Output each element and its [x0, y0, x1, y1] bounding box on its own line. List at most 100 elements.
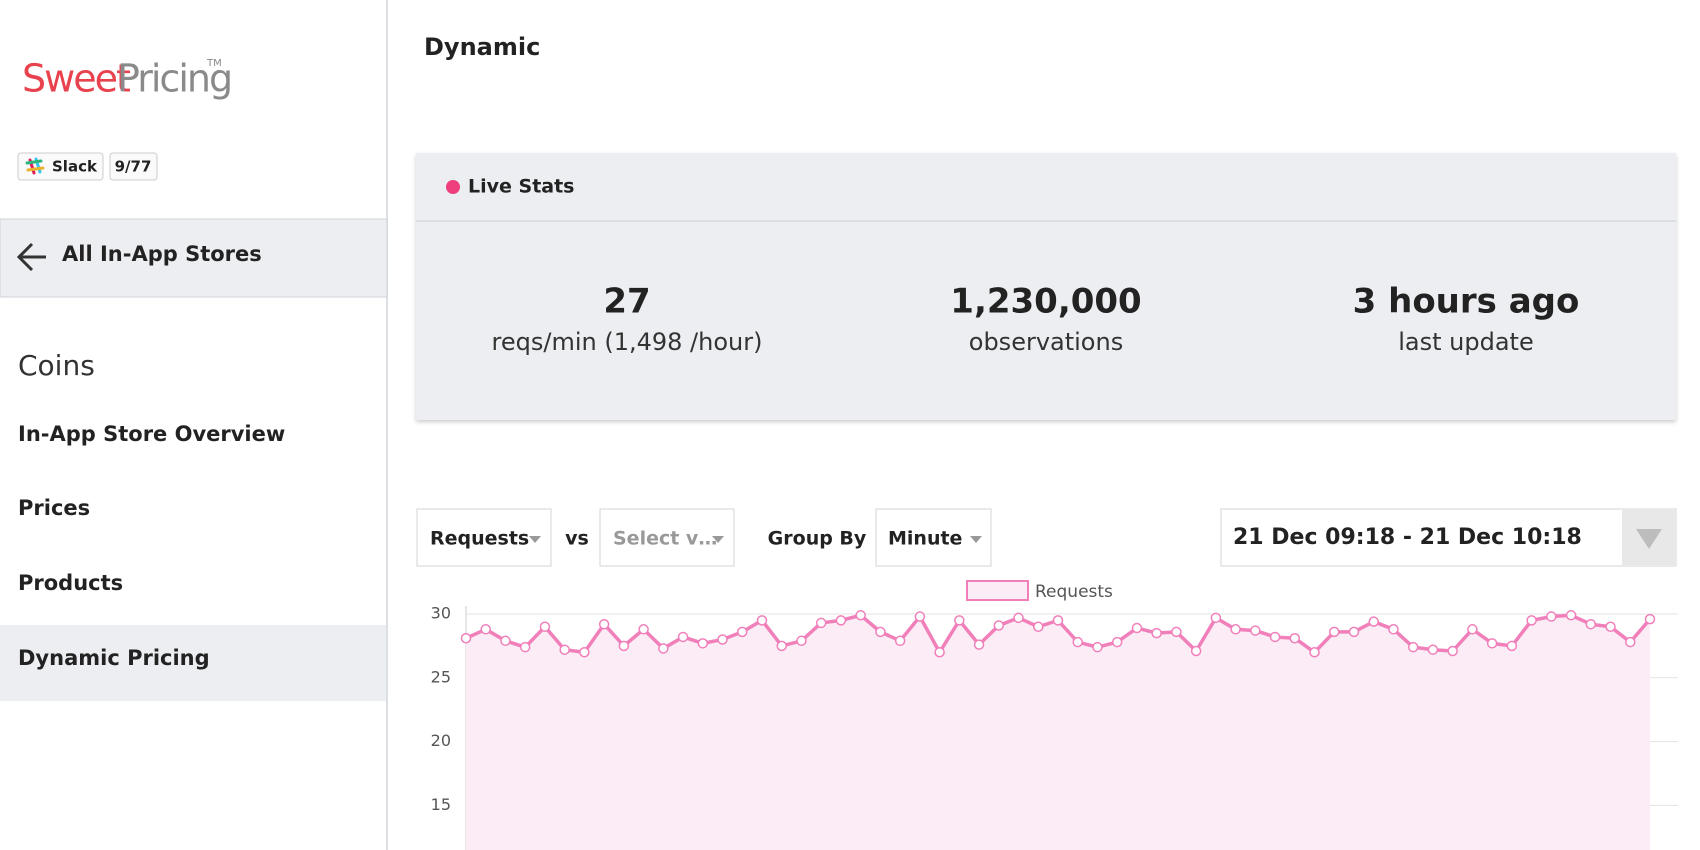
point [855, 610, 866, 621]
point [954, 615, 965, 626]
point [1585, 618, 1597, 630]
point [1230, 624, 1241, 635]
stat-value: 1,230,000 [950, 282, 1141, 322]
badge-label: Slack [52, 158, 98, 176]
card-bg [416, 153, 1676, 420]
badge-count: 9/77 [115, 158, 152, 176]
back-link-bg [0, 218, 388, 298]
point [618, 640, 630, 652]
point [480, 624, 491, 635]
date-range-picker[interactable]: 21 Dec 09:18 - 21 Dec 10:18 [1220, 508, 1677, 567]
point [1250, 625, 1261, 636]
point [737, 626, 748, 638]
select-value: Minute [888, 528, 962, 550]
point [1486, 638, 1498, 649]
back-arrow [16, 242, 46, 272]
section-title: Coins [18, 349, 95, 382]
point [1190, 645, 1202, 657]
point [1269, 631, 1281, 643]
select-placeholder: Select v… [613, 528, 717, 550]
legend-label: Requests [1035, 582, 1113, 602]
stat-value: 3 hours ago [1353, 282, 1580, 322]
badge-box [109, 152, 158, 181]
nav-item[interactable]: Prices [18, 496, 90, 520]
legend-item[interactable]: Requests [966, 580, 1113, 602]
point [815, 617, 827, 629]
logo-tm: TM [206, 58, 222, 69]
slack-badge[interactable]: Slack [17, 152, 104, 181]
slack-icon [25, 157, 45, 175]
point [1447, 645, 1458, 657]
legend-swatch [966, 580, 1029, 601]
point [460, 632, 472, 644]
point [934, 647, 945, 658]
point [1210, 612, 1222, 624]
metric-select[interactable]: Requests [416, 508, 552, 567]
point [1546, 611, 1557, 622]
point [1565, 610, 1577, 621]
count-badge[interactable]: 9/77 [109, 152, 158, 181]
y-tick-label: 30 [431, 604, 451, 623]
point [598, 618, 610, 630]
point [1625, 636, 1636, 648]
nav-item-active[interactable]: Dynamic Pricing [18, 646, 210, 670]
point [1388, 624, 1399, 635]
point [559, 644, 570, 655]
point [539, 621, 551, 633]
stat-label: observations [969, 328, 1123, 356]
point [1013, 612, 1024, 624]
point [1368, 616, 1379, 627]
select-box [599, 508, 735, 567]
point [1052, 615, 1064, 626]
stat-label: last update [1398, 328, 1533, 356]
point [677, 631, 689, 643]
card-title: Live Stats [468, 176, 575, 198]
live-dot [446, 180, 460, 194]
point [796, 635, 807, 647]
select-value: Requests [430, 528, 529, 550]
page-title: Dynamic [424, 33, 540, 61]
point [1506, 640, 1518, 652]
point [1072, 636, 1083, 648]
point [697, 638, 709, 649]
point [973, 639, 985, 650]
caret [529, 536, 541, 543]
point [756, 615, 768, 626]
point [1151, 627, 1162, 639]
group-by-label: Group By [768, 528, 867, 550]
date-range: 21 Dec 09:18 - 21 Dec 10:18 [1233, 525, 1582, 550]
nav-item[interactable]: Products [18, 571, 123, 595]
sidebar [0, 0, 387, 850]
point [1033, 621, 1044, 633]
y-tick-label: 20 [431, 731, 451, 750]
logo-pricing: Pricing [117, 57, 231, 101]
point [1131, 622, 1143, 634]
live-stats-card: Live Stats 27 reqs/min (1,498 /hour) 1,2… [416, 153, 1676, 420]
nav-item[interactable]: In-App Store Overview [18, 422, 285, 446]
caret [1636, 529, 1662, 549]
point [776, 640, 787, 652]
vs-label: vs [565, 528, 589, 550]
group-by-select[interactable]: Minute [875, 508, 992, 567]
point [875, 626, 886, 638]
point [1171, 626, 1182, 638]
stat-value: 27 [603, 282, 650, 322]
select-box [416, 508, 552, 567]
compare-select[interactable]: Select v… [599, 508, 735, 567]
point [658, 643, 669, 654]
point [894, 635, 906, 647]
back-link[interactable]: All In-App Stores [0, 218, 388, 298]
logo-sweet: Sweet [22, 57, 130, 101]
chart: 15 20 25 30 Requests [431, 580, 1678, 850]
point [914, 611, 926, 622]
point [1427, 644, 1439, 655]
area [466, 615, 1650, 850]
y-tick-label: 15 [431, 795, 451, 814]
point [519, 641, 531, 653]
point [1309, 647, 1320, 658]
y-tick-label: 25 [431, 667, 451, 686]
point [835, 615, 847, 626]
caret [970, 536, 982, 543]
